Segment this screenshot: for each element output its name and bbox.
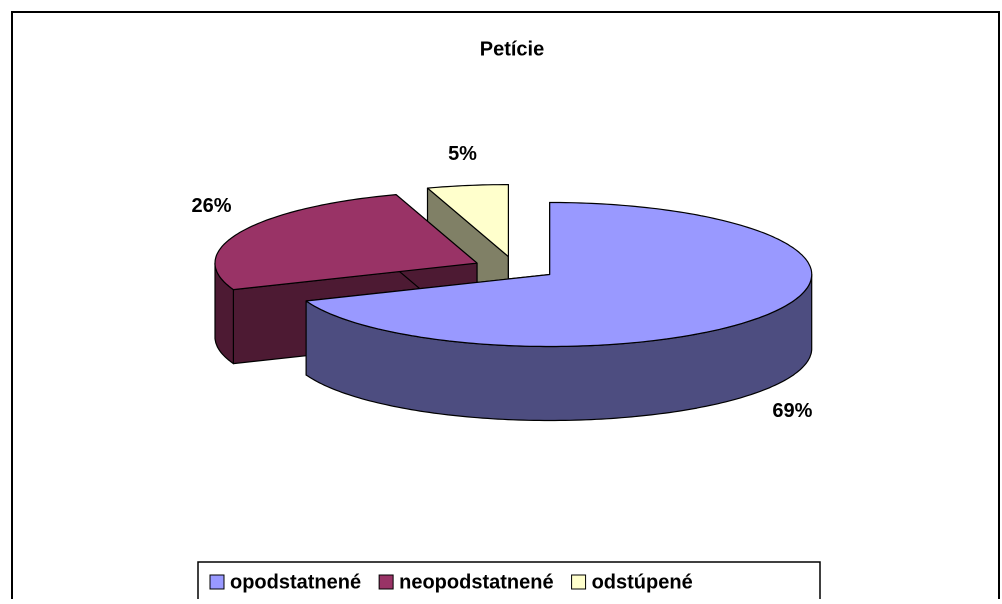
data-label: 69%: [772, 400, 812, 422]
data-label: 26%: [191, 195, 231, 217]
legend-label: odstúpené: [592, 571, 693, 593]
legend-swatch: [378, 574, 394, 590]
slice: [426, 184, 509, 258]
data-label: 5%: [448, 143, 477, 165]
legend-swatch: [209, 574, 225, 590]
slice: [214, 194, 478, 291]
slice: [305, 201, 813, 348]
chart-title: Petície: [480, 38, 544, 60]
legend-swatch: [571, 574, 587, 590]
legend-box: [197, 561, 821, 603]
legend-label: opodstatnené: [230, 571, 361, 593]
legend-label: neopodstatnené: [399, 571, 553, 593]
